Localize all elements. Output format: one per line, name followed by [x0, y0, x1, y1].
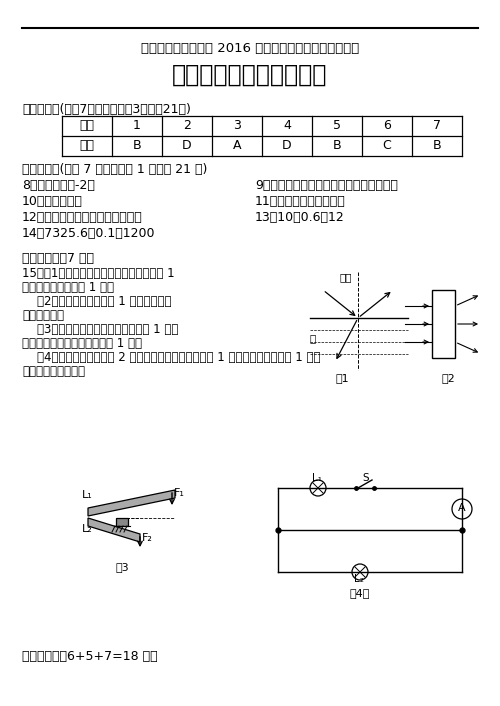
Text: L₁: L₁: [312, 473, 322, 483]
Text: L₂: L₂: [82, 524, 93, 534]
Text: 题号: 题号: [80, 119, 94, 132]
Text: 分，没有标出箭头扣 1 分。: 分，没有标出箭头扣 1 分。: [22, 281, 114, 294]
Text: 12．保护电路、电流表示数、甲乙: 12．保护电路、电流表示数、甲乙: [22, 211, 143, 224]
Text: 7: 7: [433, 119, 441, 132]
Text: 10．远、左、凸: 10．远、左、凸: [22, 195, 83, 208]
Text: 8．熔化、吸、-2；: 8．熔化、吸、-2；: [22, 179, 95, 192]
Polygon shape: [88, 490, 175, 516]
Text: 11、加油机、减少、增加: 11、加油机、减少、增加: [255, 195, 346, 208]
Text: A: A: [233, 139, 241, 152]
Text: 4: 4: [283, 119, 291, 132]
Text: 6: 6: [383, 119, 391, 132]
Text: 1: 1: [133, 119, 141, 132]
Text: 二、填空题(本题 7 小题，每空 1 分，共 21 分): 二、填空题(本题 7 小题，每空 1 分，共 21 分): [22, 163, 208, 176]
Text: 水: 水: [310, 333, 316, 343]
Text: 13、10、0.6、12: 13、10、0.6、12: [255, 211, 345, 224]
Text: 四、实验题（6+5+7=18 分）: 四、实验题（6+5+7=18 分）: [22, 650, 158, 663]
Text: 物图不对应不给分。: 物图不对应不给分。: [22, 365, 85, 378]
Text: B: B: [332, 139, 342, 152]
Text: 图4乙: 图4乙: [350, 588, 370, 598]
Text: 图2: 图2: [441, 373, 455, 383]
Text: 14．7325.6、0.1、1200: 14．7325.6、0.1、1200: [22, 227, 156, 240]
Text: 2: 2: [183, 119, 191, 132]
Text: S: S: [362, 473, 368, 483]
Text: F₁: F₁: [174, 488, 185, 498]
Text: A: A: [458, 503, 466, 513]
Text: 一、选择题(本题7小题，每小题3分，共21分): 一、选择题(本题7小题，每小题3分，共21分): [22, 103, 191, 116]
Text: 中山市教研基地学校 2016 年初中学业水平考试模拟试题: 中山市教研基地学校 2016 年初中学业水平考试模拟试题: [141, 42, 359, 55]
Text: D: D: [182, 139, 192, 152]
Text: D: D: [282, 139, 292, 152]
Text: L₁: L₁: [82, 490, 93, 500]
Text: 图1: 图1: [335, 373, 349, 383]
Text: 3: 3: [233, 119, 241, 132]
Text: B: B: [132, 139, 141, 152]
Text: 图3: 图3: [115, 562, 129, 572]
Text: F₂: F₂: [142, 533, 153, 543]
Text: 15．（1）正确画出反射光线、折射光线各 1: 15．（1）正确画出反射光线、折射光线各 1: [22, 267, 174, 280]
Text: 没有标明符号或直角符号共扣 1 分。: 没有标明符号或直角符号共扣 1 分。: [22, 337, 142, 350]
Text: 物理参考答案和评分标准: 物理参考答案和评分标准: [172, 63, 328, 87]
Text: C: C: [382, 139, 392, 152]
Text: L₂: L₂: [354, 574, 364, 584]
Text: 9、惯性、摩擦力（阻力）、匀速直线运动: 9、惯性、摩擦力（阻力）、匀速直线运动: [255, 179, 398, 192]
Text: （3）正确画出力臂并标明符号各给 1 分，: （3）正确画出力臂并标明符号各给 1 分，: [22, 323, 178, 336]
Text: （4）正确画出电路图给 2 分，未标出灯、开关符号扣 1 分，未标出相交点扣 1 分，: （4）正确画出电路图给 2 分，未标出灯、开关符号扣 1 分，未标出相交点扣 1…: [22, 351, 320, 364]
Text: 空气: 空气: [340, 272, 352, 282]
Text: 答案: 答案: [80, 139, 94, 152]
Text: B: B: [432, 139, 442, 152]
Bar: [432, 290, 455, 358]
Polygon shape: [88, 518, 140, 542]
Text: 三、作图题（7 分）: 三、作图题（7 分）: [22, 252, 94, 265]
Text: （2）正确面出凹透镜给 1 分（写成凹透: （2）正确面出凹透镜给 1 分（写成凹透: [22, 295, 172, 308]
Text: 镜不扣分）。: 镜不扣分）。: [22, 309, 64, 322]
Text: 5: 5: [333, 119, 341, 132]
Bar: [116, 518, 128, 526]
